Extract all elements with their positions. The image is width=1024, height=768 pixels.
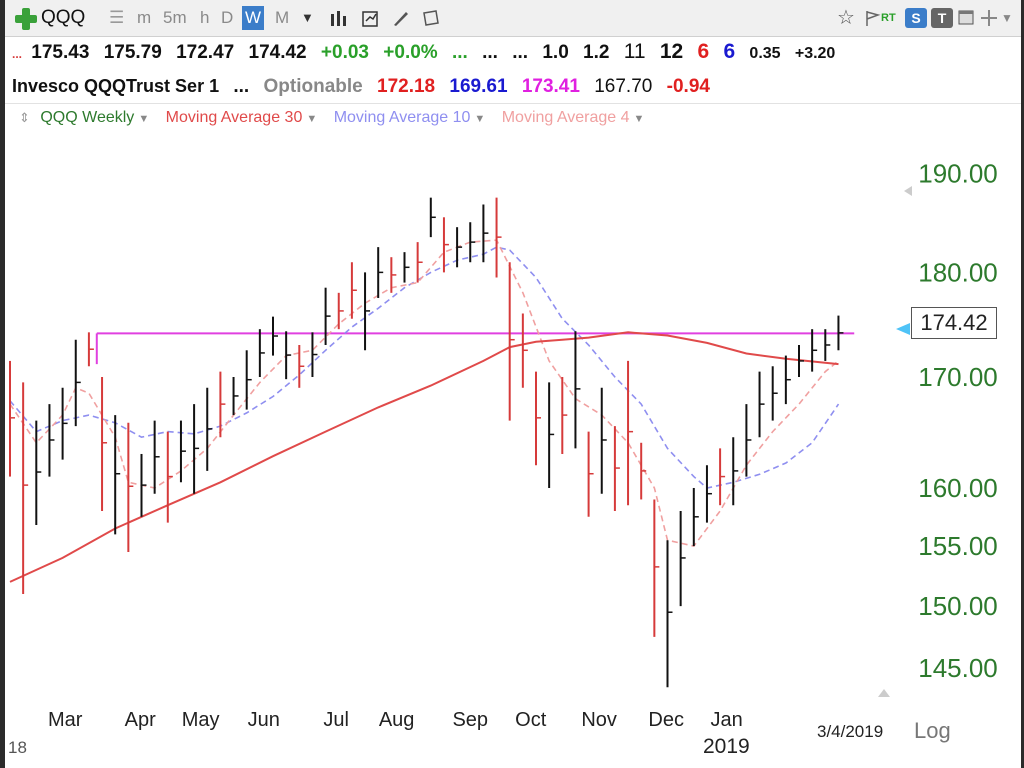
quote-ellipsis: ... — [12, 47, 23, 61]
ma30-line — [9, 331, 839, 583]
last-price-label: 174.42 — [911, 307, 997, 339]
y-tick-label: 150.00 — [918, 591, 998, 621]
y-tick-label: 145.00 — [918, 653, 998, 683]
corner-year-label: 18 — [8, 738, 27, 757]
x-tick-label: Dec — [648, 709, 684, 731]
reorder-icon[interactable]: ⇕ — [19, 110, 30, 125]
quote-v8: +3.20 — [794, 45, 836, 62]
optionable-label: Optionable — [263, 76, 363, 97]
list-icon[interactable]: ☰ — [109, 8, 125, 27]
x-tick-label: May — [182, 709, 220, 731]
y-tick-label: 170.00 — [918, 362, 998, 392]
legend-ma30-dropdown-icon[interactable]: ▼ — [306, 113, 318, 125]
y-tick-label: 190.00 — [918, 158, 998, 188]
quote-low: 172.47 — [176, 42, 235, 63]
quote-v6: 6 — [723, 40, 736, 63]
legend-ma30[interactable]: Moving Average 30 — [165, 109, 303, 126]
x-tick-label: Jan — [711, 709, 743, 731]
draw-tool-icon[interactable] — [391, 8, 411, 28]
indicator-legend: ⇕ QQQ Weekly ▼ Moving Average 30 ▼ Moving … — [5, 103, 1021, 132]
x-tick-label: Nov — [581, 709, 617, 731]
move-icon[interactable] — [979, 8, 999, 28]
last-price-marker-icon — [896, 323, 910, 336]
add-symbol-icon[interactable] — [15, 8, 37, 30]
interval-day[interactable]: D — [221, 8, 234, 27]
log-scale-toggle[interactable]: Log — [914, 718, 951, 743]
x-tick-label: Apr — [125, 709, 156, 731]
ma10-value: 169.61 — [449, 76, 508, 97]
interval-dropdown-icon[interactable]: ▼ — [301, 10, 314, 25]
toolbar: QQQ ☰ m 5m h D W M ▼ ☆ RT S T ▼ — [5, 0, 1021, 37]
security-name: Invesco QQQTrust Ser 1 — [12, 76, 220, 96]
bar-chart-icon[interactable] — [329, 8, 349, 28]
interval-week[interactable]: W — [242, 6, 265, 30]
quote-v4: 12 — [659, 40, 684, 63]
star-icon[interactable]: ☆ — [837, 7, 855, 29]
interval-minute[interactable]: m — [137, 8, 152, 27]
quote-v7: 0.35 — [749, 45, 781, 62]
ma30-value: 172.18 — [377, 76, 436, 97]
x-tick-label: Mar — [48, 709, 83, 731]
x-tick-label: Oct — [515, 709, 547, 731]
note-icon[interactable] — [421, 8, 441, 28]
flag-icon[interactable] — [863, 8, 883, 28]
legend-series-dropdown-icon[interactable]: ▼ — [138, 113, 150, 125]
year-label: 2019 — [703, 735, 750, 758]
x-tick-label: Sep — [452, 709, 488, 731]
y-tick-label: 155.00 — [918, 531, 998, 561]
legend-ma4[interactable]: Moving Average 4 — [501, 109, 630, 126]
quote-change-pct: +0.0% — [383, 42, 438, 63]
last-date-label: 3/4/2019 — [817, 722, 884, 741]
x-tick-label: Jul — [323, 709, 349, 731]
quote-change: +0.03 — [320, 42, 369, 63]
info-ellipsis: ... — [233, 76, 250, 97]
interval-hour[interactable]: h — [200, 8, 210, 27]
quote-v3: 11 — [623, 40, 646, 63]
window-icon[interactable] — [957, 8, 977, 28]
legend-ma10[interactable]: Moving Average 10 — [333, 109, 471, 126]
ma10-line — [9, 246, 840, 489]
s-button[interactable]: S — [905, 8, 927, 28]
y-tick-label: 160.00 — [918, 473, 998, 503]
menu-dropdown-icon[interactable]: ▼ — [1001, 11, 1013, 25]
axis-marker-icon — [904, 186, 912, 196]
quote-ellipsis-green: ... — [451, 42, 468, 63]
legend-series[interactable]: QQQ Weekly — [40, 109, 135, 126]
window-frame-left — [0, 0, 5, 768]
quote-ellipsis-black: ... — [482, 42, 498, 63]
quote-last: 174.42 — [248, 42, 307, 63]
axis-marker-icon — [878, 689, 890, 697]
quote-ellipsis-black-2: ... — [512, 42, 529, 63]
legend-ma10-dropdown-icon[interactable]: ▼ — [474, 113, 486, 125]
quote-v1: 1.0 — [542, 42, 569, 63]
interval-month[interactable]: M — [275, 8, 290, 27]
quote-v2: 1.2 — [583, 42, 610, 63]
ma4-value: 167.70 — [594, 76, 653, 97]
x-tick-label: Aug — [379, 709, 415, 731]
hline-value: 173.41 — [521, 76, 580, 97]
window-frame-right — [1021, 0, 1024, 768]
quote-high: 175.79 — [103, 42, 162, 63]
interval-5min[interactable]: 5m — [163, 8, 187, 27]
quote-open: 175.43 — [31, 42, 90, 63]
diff-value: -0.94 — [666, 76, 710, 97]
quote-v5: 6 — [697, 40, 710, 63]
t-button[interactable]: T — [931, 8, 953, 28]
x-tick-label: Jun — [248, 709, 280, 731]
realtime-label: RT — [881, 12, 896, 24]
add-study-icon[interactable] — [361, 8, 381, 28]
legend-ma4-dropdown-icon[interactable]: ▼ — [633, 113, 645, 125]
symbol-field[interactable]: QQQ — [41, 7, 86, 28]
quote-row: ... 175.43 175.79 172.47 174.42 +0.03 +0… — [12, 40, 844, 66]
ma4-line — [9, 239, 840, 547]
info-row: Invesco QQQTrust Ser 1 ... Optionable 17… — [12, 76, 719, 102]
y-tick-label: 180.00 — [918, 257, 998, 287]
